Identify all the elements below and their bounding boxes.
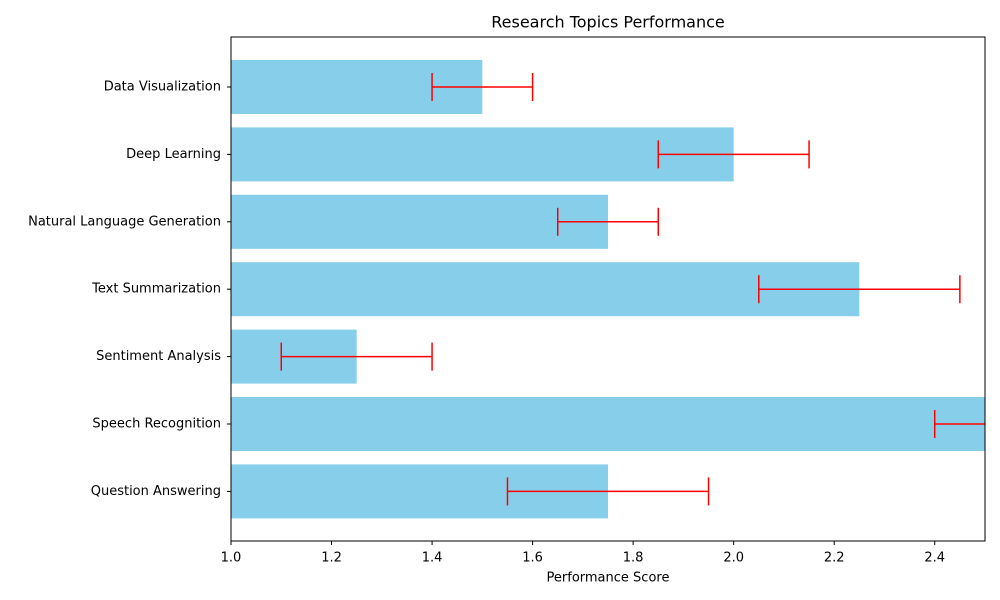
bar — [231, 127, 734, 182]
x-tick-label: 2.2 — [824, 551, 845, 566]
plot-area — [231, 60, 985, 519]
x-tick-label: 2.4 — [924, 551, 945, 566]
error-bar — [280, 342, 433, 371]
x-tick-label: 1.8 — [623, 551, 644, 566]
chart-title: Research Topics Performance — [491, 13, 725, 32]
x-tick-label: 1.4 — [422, 551, 443, 566]
x-tick-label: 1.0 — [221, 551, 242, 566]
bar — [231, 397, 985, 451]
error-bar — [431, 73, 534, 101]
y-tick-label: Text Summarization — [91, 282, 221, 297]
x-tick-label: 2.0 — [723, 551, 744, 566]
y-tick-label: Deep Learning — [126, 147, 221, 162]
x-tick-label: 1.6 — [522, 551, 543, 566]
bar — [231, 194, 608, 249]
error-bar — [556, 207, 660, 236]
y-tick-label: Sentiment Analysis — [96, 349, 221, 364]
x-tick-label: 1.2 — [321, 551, 342, 566]
y-tick-label: Data Visualization — [104, 80, 221, 95]
error-bar — [506, 477, 710, 506]
bar — [231, 262, 860, 317]
error-bar — [933, 410, 985, 438]
y-tick-label: Natural Language Generation — [28, 214, 221, 229]
y-tick-label: Question Answering — [91, 484, 221, 499]
x-axis-label: Performance Score — [547, 571, 670, 586]
y-tick-label: Speech Recognition — [92, 417, 221, 432]
error-bar — [657, 140, 810, 169]
error-bar — [758, 275, 961, 304]
